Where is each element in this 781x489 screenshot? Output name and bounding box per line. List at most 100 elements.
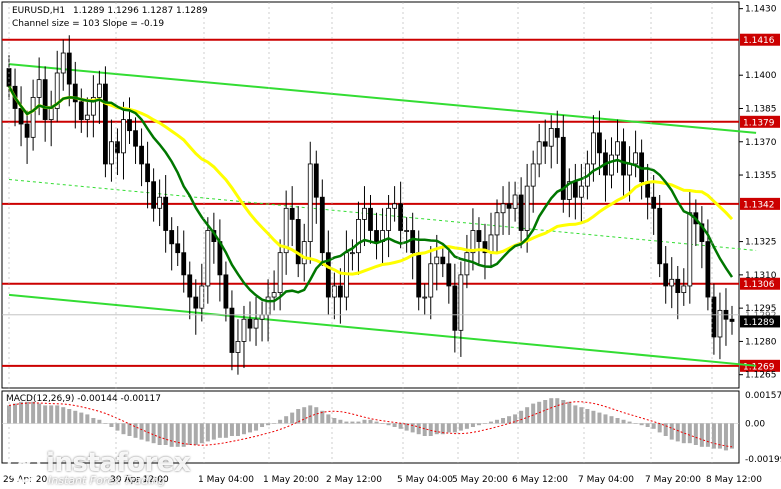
macd-bar-99 bbox=[603, 414, 608, 424]
candle-63 bbox=[386, 195, 391, 258]
candle-91 bbox=[554, 110, 560, 164]
candle-body-17 bbox=[109, 141, 114, 165]
channel-upper-line bbox=[8, 63, 757, 134]
candle-101 bbox=[615, 119, 620, 173]
macd-y-label-2: -0.00199 bbox=[745, 455, 781, 465]
macd-bar-44 bbox=[272, 423, 277, 424]
candle-13 bbox=[84, 97, 90, 138]
candlesticks bbox=[6, 35, 735, 375]
candle-37 bbox=[229, 290, 235, 371]
candle-body-14 bbox=[90, 96, 96, 116]
candle-36 bbox=[223, 261, 229, 322]
macd-bar-42 bbox=[260, 423, 265, 427]
candle-body-116 bbox=[705, 241, 711, 298]
macd-bar-95 bbox=[579, 407, 584, 424]
macd-bar-65 bbox=[398, 423, 403, 429]
candle-body-11 bbox=[72, 83, 78, 103]
candle-109 bbox=[663, 246, 669, 304]
macd-bar-110 bbox=[669, 423, 674, 440]
x-tick-label-0: 29 Apr 20 bbox=[3, 475, 47, 485]
macd-bar-116 bbox=[705, 423, 710, 447]
macd-bar-62 bbox=[380, 423, 385, 424]
macd-bar-45 bbox=[278, 419, 283, 424]
level-label-1: 1.1379 bbox=[743, 118, 775, 128]
candle-body-25 bbox=[157, 196, 163, 209]
candle-44 bbox=[271, 270, 277, 311]
macd-bar-2 bbox=[19, 401, 24, 424]
candle-30 bbox=[187, 261, 193, 320]
candle-body-71 bbox=[434, 256, 440, 265]
y-tick-label-3: 1.1370 bbox=[745, 138, 777, 148]
candle-body-110 bbox=[669, 278, 675, 287]
macd-bar-30 bbox=[187, 423, 192, 445]
candle-31 bbox=[193, 279, 199, 335]
y-tick-label-0: 1.1430 bbox=[745, 5, 777, 15]
candle-body-90 bbox=[548, 128, 554, 147]
y-tick-label-4: 1.1355 bbox=[745, 171, 777, 181]
candle-body-77 bbox=[470, 230, 476, 254]
candle-58 bbox=[356, 201, 361, 275]
macd-bar-76 bbox=[464, 423, 469, 429]
macd-bar-57 bbox=[350, 421, 355, 424]
candle-110 bbox=[669, 257, 675, 309]
candle-53 bbox=[325, 230, 331, 315]
macd-bar-21 bbox=[133, 423, 138, 438]
candle-8 bbox=[54, 50, 60, 122]
candle-50 bbox=[307, 141, 313, 264]
candle-body-20 bbox=[127, 119, 132, 132]
y-tick-label-8: 1.1280 bbox=[745, 337, 777, 347]
macd-bar-27 bbox=[169, 423, 174, 447]
candle-body-72 bbox=[440, 256, 446, 265]
macd-bar-0 bbox=[7, 405, 12, 424]
macd-bar-46 bbox=[284, 416, 289, 424]
candle-104 bbox=[633, 130, 638, 178]
macd-bar-117 bbox=[711, 423, 716, 449]
macd-bar-72 bbox=[440, 423, 445, 435]
candle-body-47 bbox=[289, 207, 295, 220]
macd-bar-63 bbox=[386, 423, 391, 426]
macd-bar-54 bbox=[332, 418, 337, 424]
x-tick-label-3: 1 May 20:00 bbox=[263, 475, 319, 485]
candle-9 bbox=[60, 39, 66, 91]
candle-29 bbox=[181, 230, 187, 293]
candle-body-91 bbox=[554, 128, 560, 138]
candle-body-76 bbox=[464, 252, 470, 276]
candle-body-118 bbox=[717, 309, 723, 338]
candle-body-74 bbox=[452, 285, 458, 331]
macd-bar-5 bbox=[37, 403, 42, 424]
candle-body-55 bbox=[337, 285, 343, 298]
candle-72 bbox=[440, 243, 446, 278]
macd-bar-80 bbox=[488, 421, 493, 424]
candle-body-3 bbox=[24, 123, 30, 138]
macd-bar-38 bbox=[235, 423, 240, 436]
macd-bar-104 bbox=[633, 423, 638, 424]
candle-body-27 bbox=[169, 230, 175, 245]
candle-body-112 bbox=[681, 285, 687, 294]
candle-40 bbox=[247, 301, 253, 342]
candle-90 bbox=[548, 115, 554, 169]
macd-bar-39 bbox=[241, 423, 246, 435]
candle-body-36 bbox=[223, 274, 229, 309]
candle-body-98 bbox=[597, 132, 602, 154]
macd-bar-28 bbox=[175, 423, 180, 447]
macd-y-label-1: 0.00 bbox=[745, 419, 765, 429]
current-price-label: 1.1289 bbox=[743, 318, 775, 328]
macd-bar-97 bbox=[591, 410, 596, 424]
candle-48 bbox=[295, 206, 301, 278]
candle-body-81 bbox=[494, 212, 500, 236]
level-label-2: 1.1342 bbox=[743, 200, 775, 210]
macd-bar-93 bbox=[567, 401, 572, 424]
macd-bar-1 bbox=[13, 403, 18, 424]
candle-45 bbox=[277, 239, 283, 311]
candle-body-44 bbox=[271, 292, 277, 298]
candle-body-9 bbox=[60, 52, 66, 74]
candle-body-97 bbox=[591, 132, 596, 165]
candle-108 bbox=[657, 195, 663, 278]
macd-bar-83 bbox=[507, 416, 512, 424]
macd-bar-108 bbox=[657, 423, 662, 433]
candle-body-86 bbox=[524, 185, 530, 231]
level-tag-4 bbox=[740, 359, 780, 372]
macd-bar-31 bbox=[193, 423, 198, 445]
level-tag-2 bbox=[740, 197, 780, 210]
x-tick-label-4: 2 May 12:00 bbox=[326, 475, 382, 485]
